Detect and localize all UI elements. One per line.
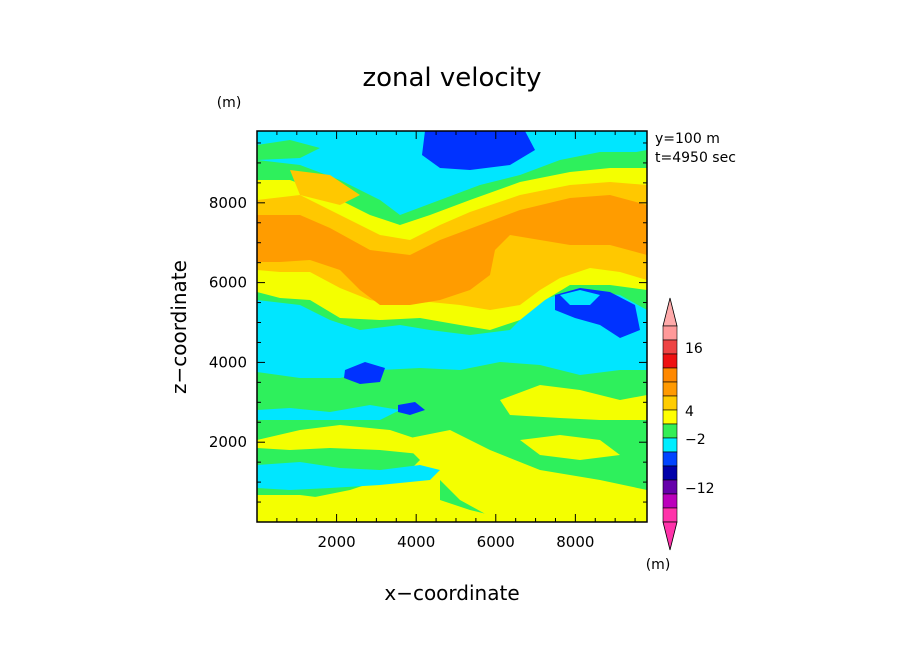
colorbar-segment <box>662 395 678 411</box>
contour-green-topleft <box>257 140 320 160</box>
y-unit-label: (m) <box>217 95 242 111</box>
x-tick-label: 8000 <box>556 533 594 551</box>
colorbar-bottom-arrow <box>662 521 678 551</box>
contour-blue-left <box>344 362 385 384</box>
chart-title: zonal velocity <box>362 63 541 93</box>
colorbar-segment <box>662 493 678 509</box>
contour-cyan-lower <box>257 462 440 490</box>
colorbar-segment <box>662 325 678 341</box>
contour-blue-top <box>422 131 535 170</box>
colorbar-segment <box>662 339 678 355</box>
colorbar-label: 16 <box>685 341 703 357</box>
colorbar-segment <box>662 353 678 369</box>
contour-yellow-right <box>500 385 647 420</box>
colorbar-label: −2 <box>685 432 706 448</box>
y-tick-label: 8000 <box>209 194 247 212</box>
y-tick-label: 2000 <box>209 433 247 451</box>
axes: 2000 4000 6000 8000 2000 4000 6000 8000 <box>209 130 648 551</box>
colorbar-segment <box>662 367 678 383</box>
y-tick-label: 4000 <box>209 353 247 371</box>
colorbar-segment <box>662 423 678 439</box>
contour-yellow-lowleft <box>257 495 360 518</box>
x-unit-label: (m) <box>646 557 671 573</box>
annotation-t: t=4950 sec <box>655 150 736 166</box>
colorbar-segment <box>662 437 678 453</box>
contour-lightorange-upperleft <box>290 170 360 205</box>
colorbar: 16 4 −2 −12 <box>662 297 715 551</box>
contour-cyan-middle <box>257 290 647 378</box>
contour-yellow-band <box>257 425 430 455</box>
y-axis-label: z−coordinate <box>167 260 191 394</box>
colorbar-top-arrow <box>662 297 678 327</box>
colorbar-segment <box>662 409 678 425</box>
contour-yellow-patch <box>520 435 620 460</box>
colorbar-segment <box>662 507 678 523</box>
x-tick-label: 2000 <box>317 533 355 551</box>
colorbar-segment <box>662 465 678 481</box>
colorbar-segment <box>662 479 678 495</box>
annotation-y: y=100 m <box>655 131 720 147</box>
colorbar-label: −12 <box>685 481 715 497</box>
colorbar-label: 4 <box>685 404 694 420</box>
contour-yellow-center <box>400 430 647 522</box>
contour-field <box>257 131 647 522</box>
colorbar-segment <box>662 451 678 467</box>
contour-blue-small <box>398 402 425 415</box>
contour-orange-main <box>257 195 647 305</box>
y-tick-label: 6000 <box>209 274 247 292</box>
x-tick-label: 4000 <box>397 533 435 551</box>
plot-frame <box>256 130 648 523</box>
x-axis-label: x−coordinate <box>384 581 519 605</box>
colorbar-segment <box>662 381 678 397</box>
contour-cyan-lower2 <box>257 405 400 420</box>
x-tick-label: 6000 <box>477 533 515 551</box>
contour-cyan-notch <box>560 290 600 305</box>
